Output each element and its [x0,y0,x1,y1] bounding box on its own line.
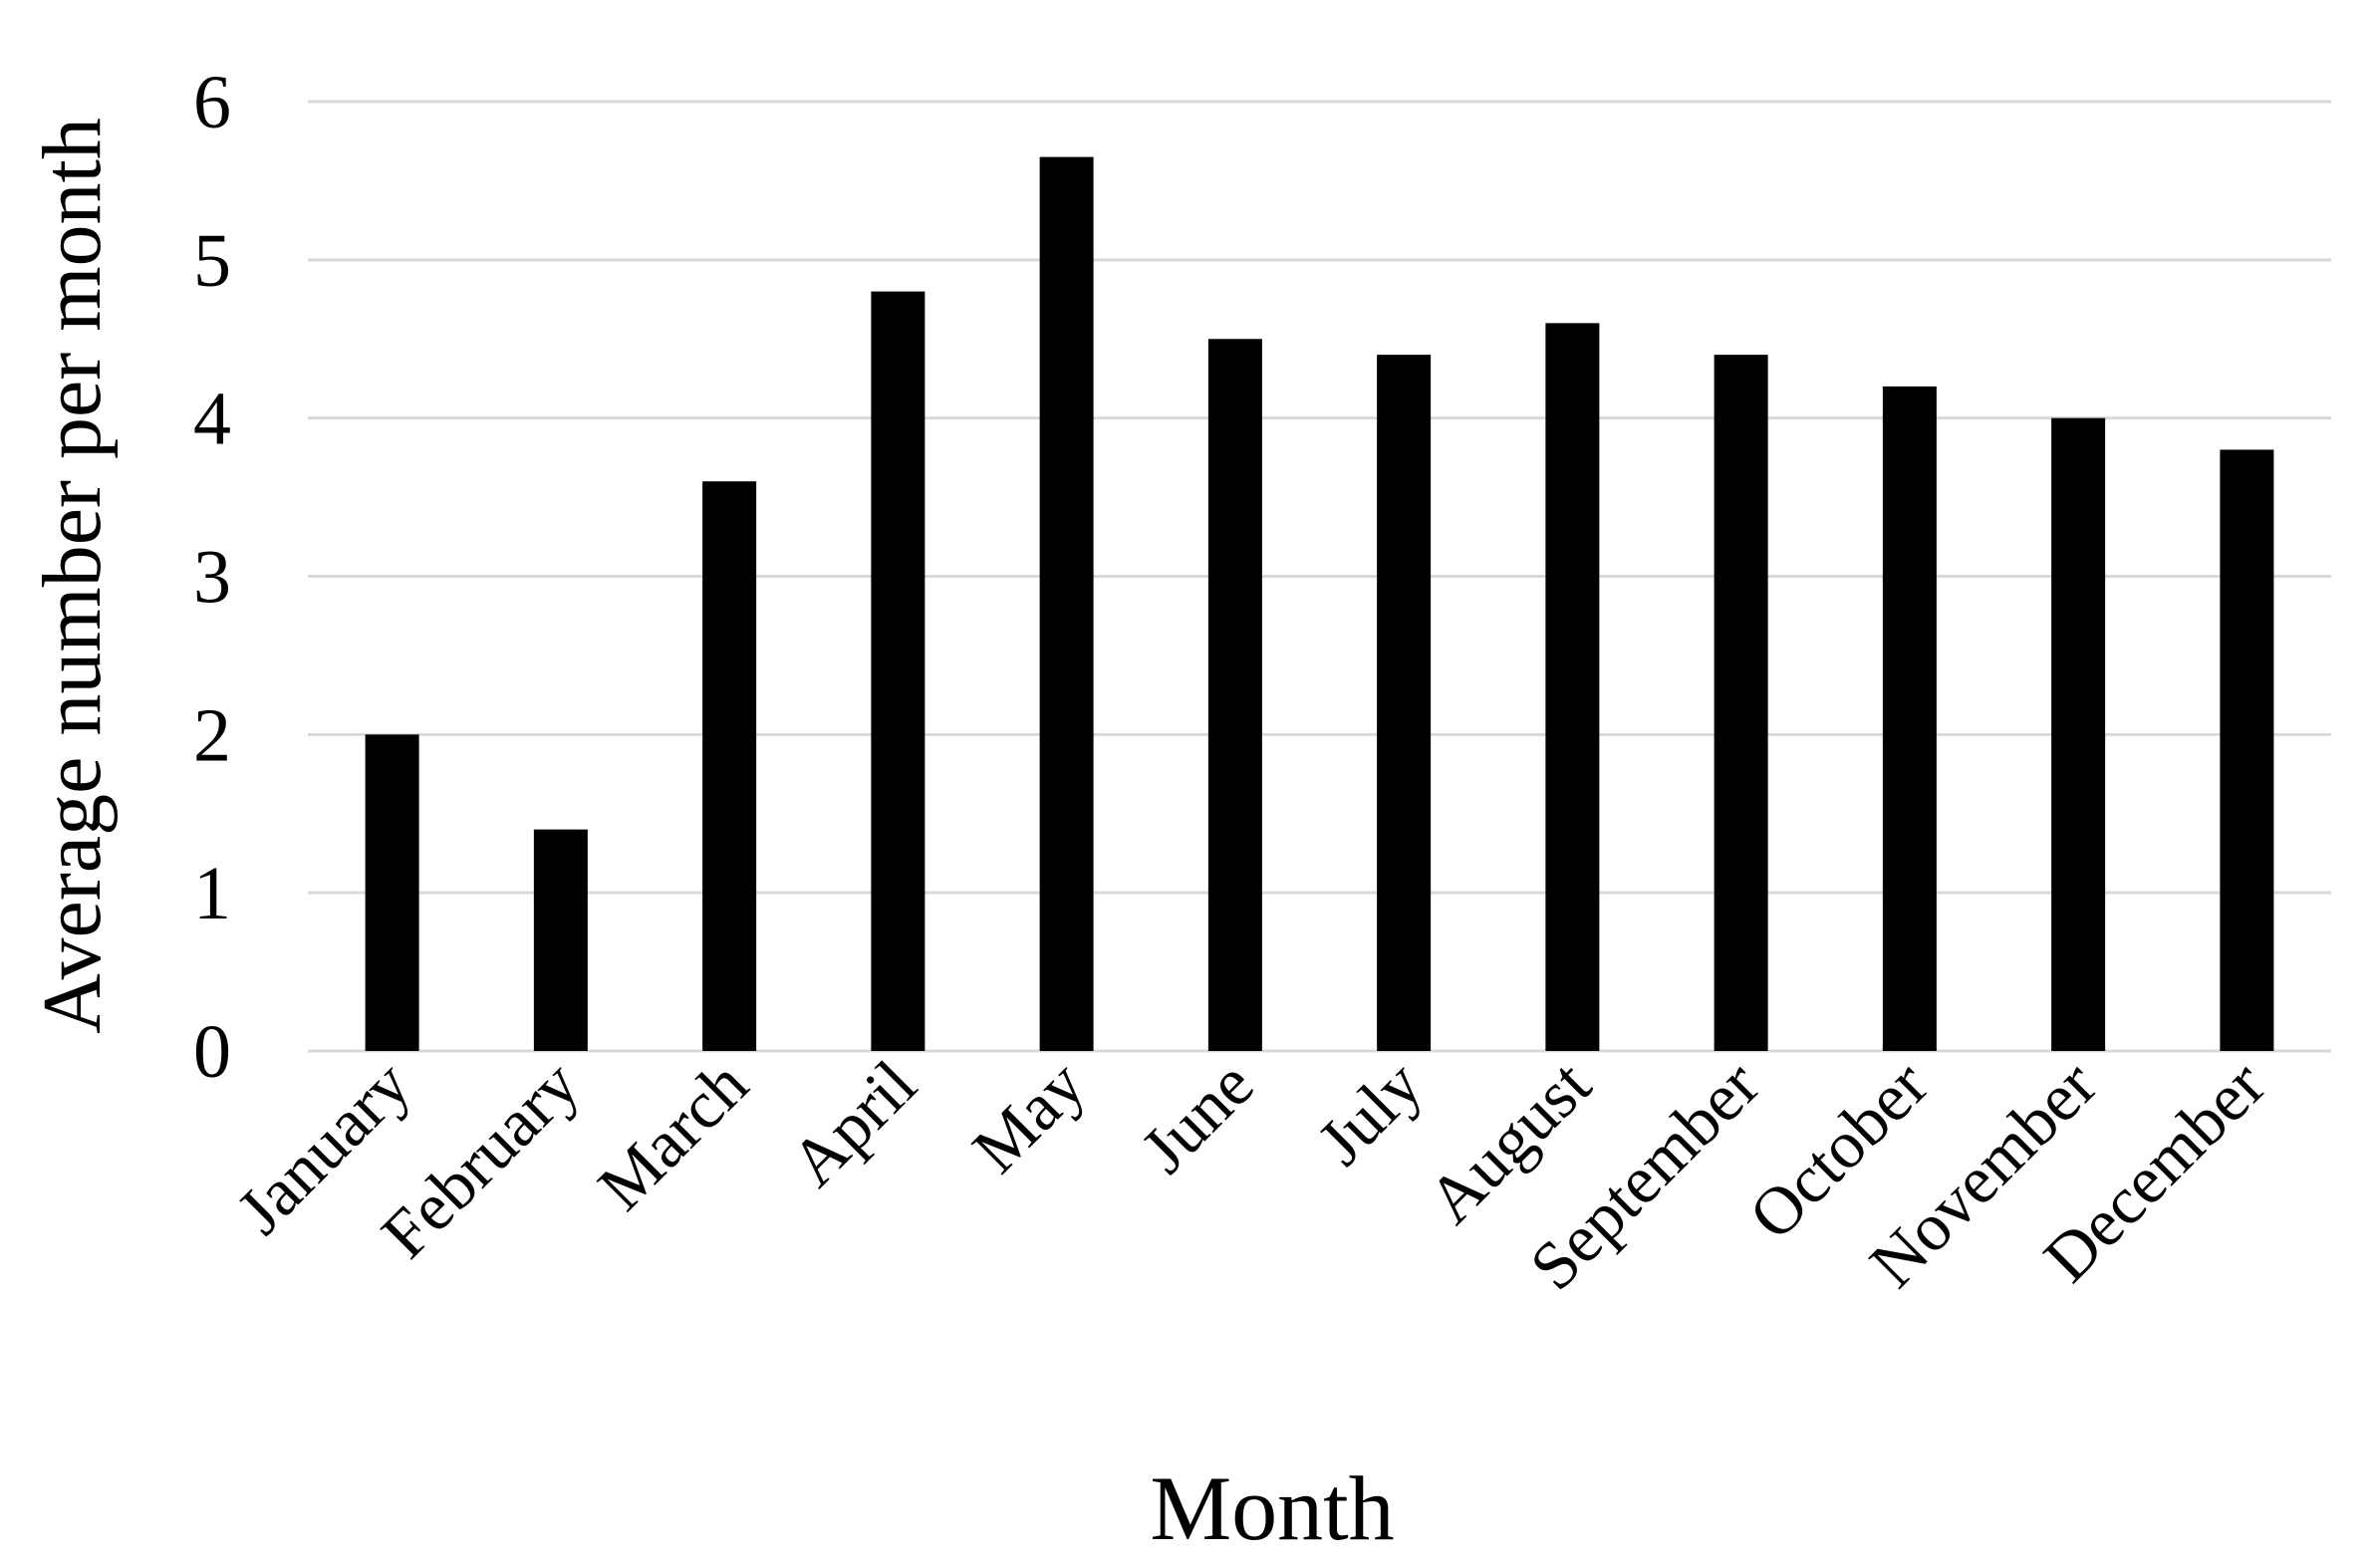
x-tick-label: May [957,1046,1099,1187]
bar [1714,355,1768,1052]
bar [1545,323,1600,1051]
y-tick-label: 0 [193,1010,231,1094]
bar [702,481,757,1051]
y-tick-label: 5 [193,219,231,303]
x-tick-label: June [1127,1046,1268,1187]
x-tick-label: April [776,1046,930,1200]
y-axis-label: Average number per month [26,118,119,1034]
y-tick-label: 4 [193,378,231,461]
bar [1377,355,1432,1052]
x-tick-label: July [1303,1046,1437,1179]
bar [365,734,419,1051]
y-tick-label: 6 [193,61,231,144]
bar [2220,449,2274,1051]
y-tick-label: 3 [193,536,231,620]
y-tick-label: 2 [193,693,231,777]
bar [2051,417,2106,1052]
bar [1039,156,1094,1051]
bar [871,291,925,1052]
y-tick-label: 1 [193,852,231,935]
bar [1882,386,1937,1051]
bar [533,829,588,1051]
x-axis-label: Month [1150,1457,1394,1559]
bar [1207,339,1262,1051]
x-tick-label: March [583,1046,761,1224]
